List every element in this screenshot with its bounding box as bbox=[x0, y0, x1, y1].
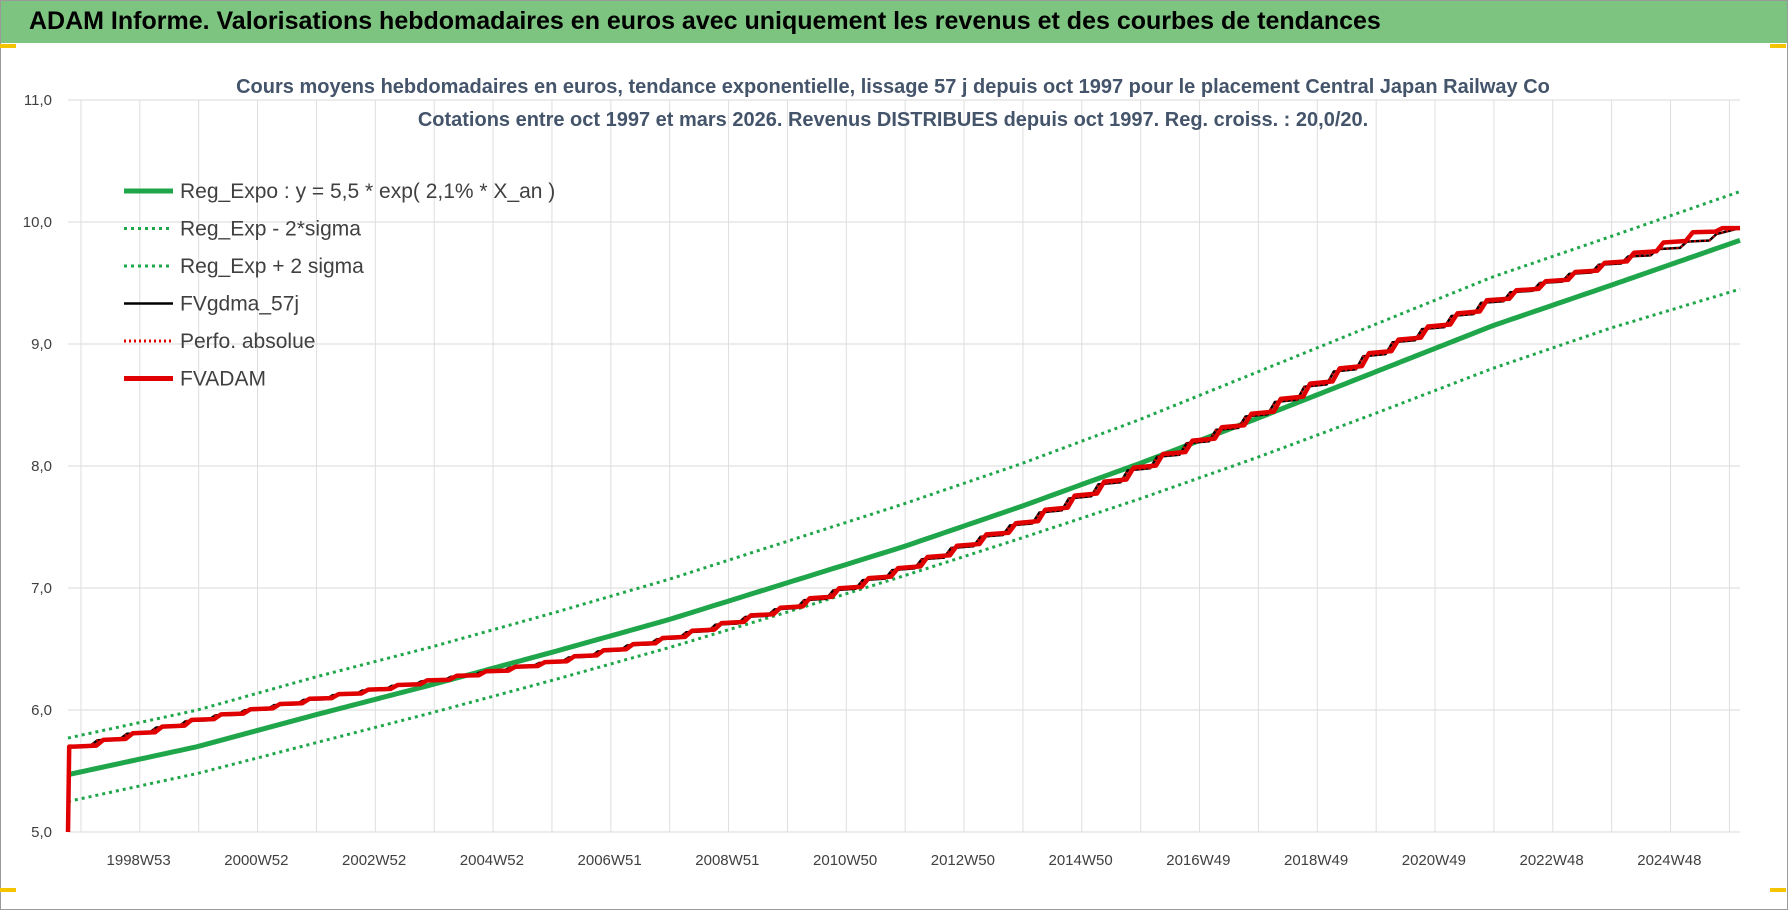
legend-label: FVADAM bbox=[180, 368, 266, 391]
series-layer bbox=[65, 190, 1741, 833]
x-tick-label: 2008W51 bbox=[695, 852, 759, 869]
report-title: ADAM Informe. Valorisations hebdomadaire… bbox=[29, 7, 1381, 35]
x-axis: 1998W53 2000W52 2002W52 2004W52 2006W51 2008W… bbox=[107, 852, 1702, 869]
chart-title: Cours moyens hebdomadaires en euros, ten… bbox=[236, 76, 1550, 98]
grid bbox=[68, 99, 1740, 833]
series-fvadam-line bbox=[65, 225, 1740, 833]
x-tick-label: 2020W49 bbox=[1402, 852, 1466, 869]
series-perfo-line bbox=[67, 227, 1741, 748]
y-axis: 5,0 6,0 7,0 8,0 9,0 10,0 11,0 bbox=[23, 92, 52, 841]
y-tick-label: 6,0 bbox=[31, 702, 52, 719]
y-tick-label: 7,0 bbox=[31, 580, 52, 597]
corner-mark bbox=[1770, 888, 1786, 892]
y-tick-label: 10,0 bbox=[23, 214, 52, 231]
y-tick-label: 5,0 bbox=[31, 824, 52, 841]
x-tick-label: 2006W51 bbox=[578, 852, 642, 869]
x-tick-label: 2016W49 bbox=[1166, 852, 1230, 869]
x-tick-label: 2010W50 bbox=[813, 852, 877, 869]
x-tick-label: 2014W50 bbox=[1049, 852, 1113, 869]
x-tick-label: 2002W52 bbox=[342, 852, 406, 869]
chart-subtitle: Cotations entre oct 1997 et mars 2026. R… bbox=[418, 109, 1368, 131]
series-reg-exp-plus-line bbox=[67, 190, 1741, 740]
y-tick-label: 8,0 bbox=[31, 458, 52, 475]
legend: Reg_Expo : y = 5,5 * exp( 2,1% * X_an ) R… bbox=[124, 180, 555, 391]
legend-label: Reg_Exp - 2*sigma bbox=[180, 218, 361, 241]
legend-label: FVgdma_57j bbox=[180, 293, 299, 316]
y-tick-label: 11,0 bbox=[24, 92, 52, 109]
x-tick-label: 2018W49 bbox=[1284, 852, 1348, 869]
x-tick-label: 2012W50 bbox=[931, 852, 995, 869]
legend-label: Reg_Expo : y = 5,5 * exp( 2,1% * X_an ) bbox=[180, 180, 555, 203]
legend-label: Perfo. absolue bbox=[180, 330, 315, 353]
series-reg-exp-minus-line bbox=[67, 287, 1741, 803]
y-tick-label: 9,0 bbox=[31, 336, 52, 353]
x-tick-label: 2022W48 bbox=[1519, 852, 1583, 869]
x-tick-label: 2024W48 bbox=[1637, 852, 1701, 869]
series-reg-expo-line bbox=[67, 237, 1741, 778]
report-banner: ADAM Informe. Valorisations hebdomadaire… bbox=[1, 1, 1787, 43]
x-tick-label: 2000W52 bbox=[224, 852, 288, 869]
corner-mark bbox=[0, 44, 16, 48]
corner-mark bbox=[0, 888, 16, 892]
corner-mark bbox=[1770, 44, 1786, 48]
x-tick-label: 1998W53 bbox=[107, 852, 171, 869]
legend-label: Reg_Exp + 2 sigma bbox=[180, 255, 364, 278]
series-fvgdma-line bbox=[67, 226, 1741, 748]
x-tick-label: 2004W52 bbox=[460, 852, 524, 869]
